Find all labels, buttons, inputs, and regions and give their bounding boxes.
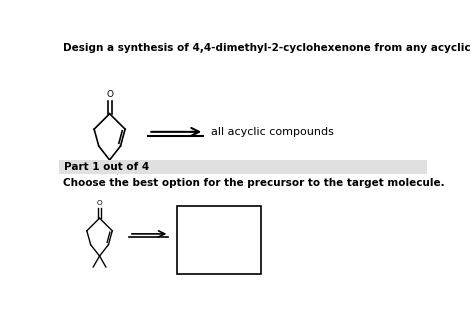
- Text: O: O: [97, 200, 102, 206]
- Text: O: O: [106, 90, 113, 99]
- Text: Design a synthesis of 4,4-dimethyl-2-cyclohexenone from any acyclic compounds.: Design a synthesis of 4,4-dimethyl-2-cyc…: [63, 43, 474, 53]
- Text: Part 1 out of 4: Part 1 out of 4: [64, 162, 149, 172]
- Text: Choose the best option for the precursor to the target molecule.: Choose the best option for the precursor…: [63, 178, 445, 189]
- Bar: [177, 206, 261, 274]
- Text: all acyclic compounds: all acyclic compounds: [211, 127, 334, 137]
- FancyBboxPatch shape: [59, 160, 427, 174]
